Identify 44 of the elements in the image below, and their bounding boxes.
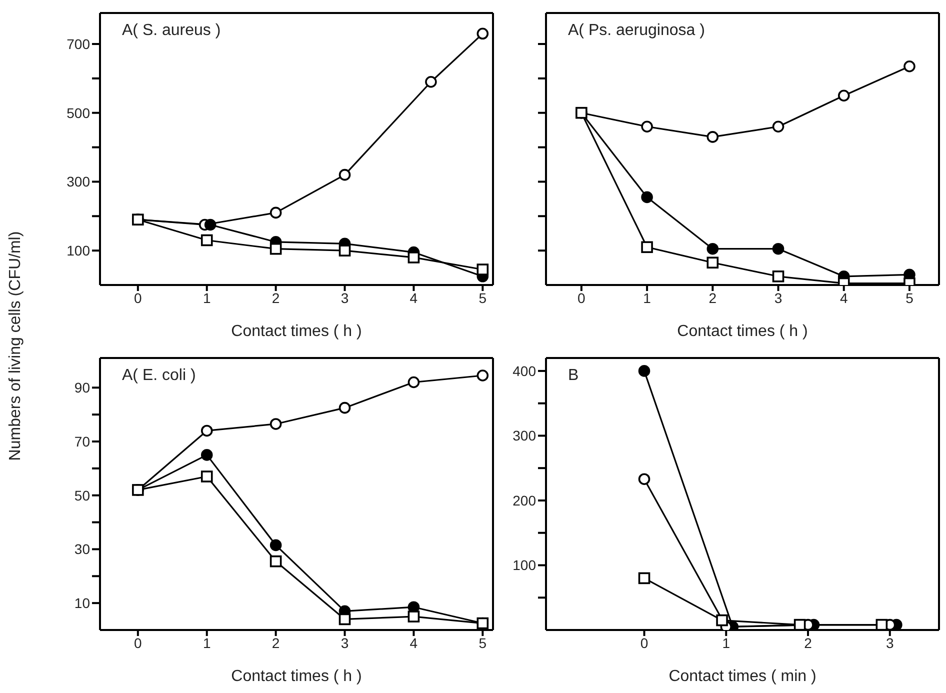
x-tick-label: 0: [134, 290, 142, 306]
x-tick-label: 5: [478, 634, 487, 651]
x-tick-label: 1: [722, 634, 730, 651]
y-tick-label: 200: [512, 492, 536, 508]
text: A( S. aureus ): [122, 22, 221, 40]
y-tick-label: 500: [66, 104, 90, 121]
y-tick-label: 100: [512, 557, 536, 574]
y-tick-label: 100: [66, 242, 90, 259]
x-tick-label: 3: [774, 290, 782, 306]
y-tick-label: 700: [66, 36, 90, 52]
y-axis-title: Numbers of living cells (CFU/ml): [7, 231, 25, 461]
x-tick-label: 3: [340, 634, 349, 651]
text: B: [568, 367, 579, 385]
y-tick-label: 90: [74, 380, 90, 396]
x-axis-title: Contact times ( min ): [668, 668, 816, 685]
x-tick-label: 2: [804, 634, 812, 651]
y-tick-label: 70: [74, 433, 90, 450]
x-axis-title: Contact times ( h ): [231, 668, 362, 685]
x-axis-title: Contact times ( h ): [231, 323, 362, 340]
y-tick-label: 300: [66, 174, 90, 190]
x-tick-label: 2: [272, 290, 280, 306]
x-tick-label: 2: [272, 634, 280, 651]
x-tick-label: 4: [840, 290, 848, 306]
y-tick-label: 300: [512, 428, 536, 444]
x-tick-label: 5: [906, 290, 914, 306]
y-tick-label: 10: [74, 595, 90, 612]
text: A( E. coli ): [122, 367, 196, 385]
x-tick-label: 4: [410, 290, 418, 306]
y-tick-label: 400: [512, 362, 536, 379]
x-axis-title: Contact times ( h ): [677, 323, 808, 340]
x-tick-label: 4: [410, 634, 418, 651]
y-tick-label: 50: [74, 487, 90, 504]
x-tick-label: 1: [202, 634, 211, 651]
text: A( Ps. aeruginosa ): [568, 22, 705, 40]
x-tick-label: 2: [708, 290, 717, 306]
x-tick-label: 3: [886, 634, 894, 651]
x-tick-label: 0: [640, 634, 648, 651]
x-tick-label: 0: [578, 290, 586, 306]
y-tick-label: 30: [74, 541, 90, 558]
x-tick-label: 0: [134, 634, 142, 651]
x-tick-label: 5: [478, 290, 487, 306]
x-tick-label: 1: [643, 290, 652, 306]
x-tick-label: 1: [202, 290, 211, 306]
x-tick-label: 3: [340, 290, 349, 306]
